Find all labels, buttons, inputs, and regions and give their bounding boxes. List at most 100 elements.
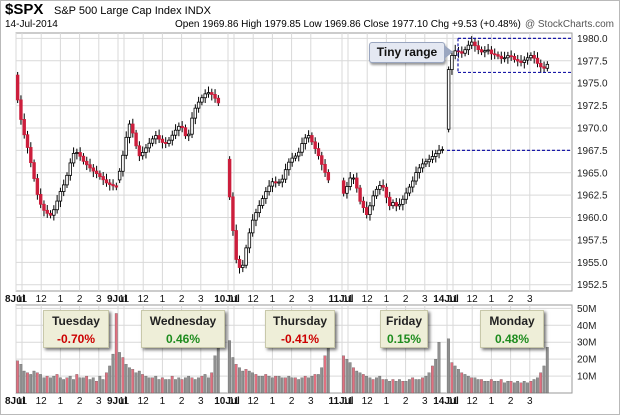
candle-down (532, 55, 536, 59)
volume-bar-up (62, 379, 66, 394)
volume-bar-up (516, 381, 520, 394)
volume-x-tick-label: 1 (160, 396, 166, 407)
candle-down (114, 185, 119, 188)
price-x-tick-label: 11 (229, 294, 240, 305)
volume-x-tick-label: 11 (448, 396, 459, 407)
volume-bar-down (274, 375, 278, 394)
price-tick-label: 1975.0 (577, 79, 608, 90)
volume-bar-down (489, 379, 493, 394)
candle-up (391, 202, 395, 207)
candle-down (313, 141, 317, 149)
volume-bar-down (16, 360, 19, 394)
candle-up (300, 143, 304, 153)
price-x-tick-label: 3 (422, 294, 428, 305)
volume-bar-up (388, 381, 392, 394)
candle-down (384, 186, 389, 198)
candle-down (358, 187, 362, 202)
volume-bar-down (26, 372, 29, 394)
volume-bar-down (371, 379, 375, 394)
volume-bar-down (411, 377, 415, 394)
volume-bar-up (238, 367, 241, 394)
candle-down (25, 134, 30, 148)
volume-bar-up (154, 375, 158, 394)
price-x-tick-label: 12 (248, 294, 260, 305)
price-x-tick-label: 10Jul (214, 294, 240, 305)
candle-down (519, 60, 523, 63)
candle-down (160, 138, 165, 143)
volume-x-tick-label: 12 (36, 396, 48, 407)
price-x-tick-label: 3 (96, 294, 102, 305)
candle-up (303, 137, 308, 144)
candle-up (71, 152, 76, 164)
volume-bar-down (264, 374, 268, 394)
volume-bar-up (483, 381, 487, 394)
price-tick-label: 1977.5 (577, 56, 608, 67)
volume-bar-down (323, 355, 327, 394)
price-tick-label: 1955.0 (577, 258, 608, 269)
volume-bar-up (187, 375, 191, 394)
candle-down (493, 53, 497, 56)
volume-tick-label: 40M (577, 321, 596, 332)
candle-down (234, 230, 238, 260)
candle-up (150, 138, 155, 144)
candle-up (241, 264, 245, 268)
candle-up (407, 186, 412, 194)
candle-up (404, 192, 408, 200)
volume-bar-down (381, 379, 385, 394)
volume-bar-down (361, 374, 365, 394)
volume-bar-up (453, 365, 457, 394)
tiny-range-callout: Tiny range (369, 42, 445, 63)
volume-bar-up (101, 379, 105, 394)
volume-bar-up (473, 377, 477, 394)
candle-down (29, 147, 33, 164)
volume-bar-up (58, 377, 62, 394)
candle-up (127, 123, 132, 138)
volume-x-tick-label: 11 (229, 396, 240, 407)
volume-bar-down (160, 377, 164, 394)
day-name: Wednesday (149, 314, 217, 328)
candle-down (489, 49, 494, 55)
candle-up (378, 185, 382, 190)
candle-up (427, 158, 431, 163)
candle-down (237, 259, 242, 268)
volume-x-tick-label: 12 (138, 396, 150, 407)
volume-bar-up (290, 377, 294, 394)
day-change: 0.46% (165, 332, 201, 346)
volume-x-tick-label: 2 (179, 396, 185, 407)
volume-bar-up (378, 375, 382, 394)
volume-bar-up (29, 374, 33, 394)
volume-bar-up (157, 379, 161, 394)
candle-up (144, 147, 148, 153)
volume-bar-up (78, 377, 82, 394)
candle-up (177, 125, 181, 131)
candle-up (190, 117, 194, 135)
volume-tick-label: 30M (577, 338, 596, 349)
candle-down (91, 167, 96, 172)
volume-bar-up (545, 347, 549, 394)
candle-down (137, 145, 142, 157)
candle-up (374, 188, 379, 197)
volume-bar-up (287, 375, 291, 394)
volume-x-tick-label: 9Jul (107, 396, 127, 407)
candle-up (486, 49, 490, 52)
candle-down (216, 97, 221, 104)
candle-up (345, 186, 349, 194)
price-x-tick-label: 3 (527, 294, 533, 305)
symbol-description: S&P 500 Large Cap Index INDX (54, 5, 211, 17)
price-x-tick-label: 14Jul (433, 294, 459, 305)
volume-bar-down (254, 374, 258, 394)
candle-down (274, 181, 278, 184)
price-x-tick-label: 1 (489, 294, 495, 305)
volume-bar-up (144, 375, 148, 394)
volume-bar-up (398, 379, 401, 394)
candle-up (254, 212, 258, 221)
candle-up (267, 185, 271, 193)
volume-bar-up (506, 381, 510, 394)
day-name: Monday (489, 314, 535, 328)
volume-bar-up (81, 377, 85, 394)
candle-up (434, 153, 438, 157)
volume-bar-down (114, 313, 118, 394)
candle-up (247, 232, 252, 249)
volume-bar-down (401, 381, 405, 394)
ohlc-summary: Open 1969.86 High 1979.85 Low 1969.86 Cl… (175, 19, 521, 30)
